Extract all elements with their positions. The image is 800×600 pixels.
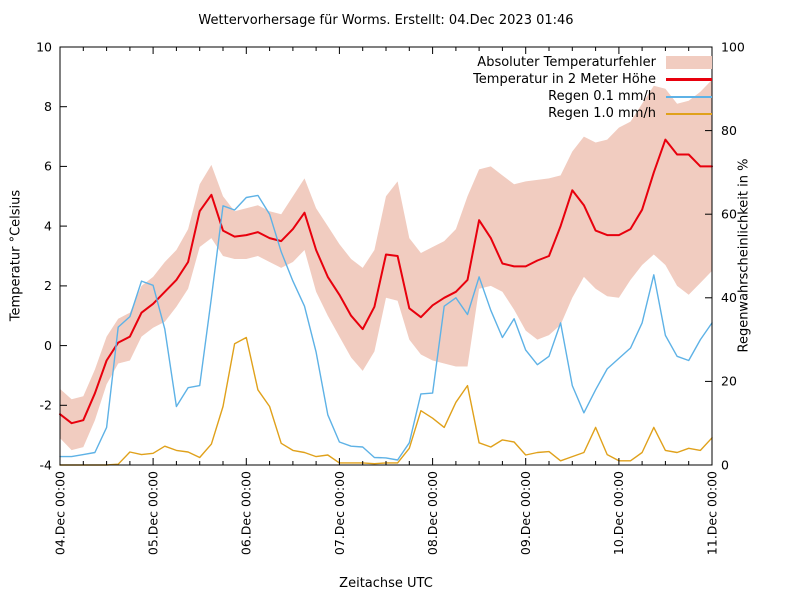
y-right-tick-label: 100 bbox=[721, 39, 745, 54]
x-tick-label: 04.Dec 00:00 bbox=[52, 471, 67, 555]
legend: Absoluter Temperaturfehler Temperatur in … bbox=[473, 54, 712, 122]
legend-item: Regen 1.0 mm/h bbox=[473, 105, 712, 122]
rain-01-line bbox=[59, 194, 713, 461]
y-left-tick-label: 8 bbox=[44, 99, 52, 114]
y-left-tick-label: -2 bbox=[40, 398, 52, 413]
y-right-tick-label: 40 bbox=[721, 290, 737, 305]
x-tick-label: 10.Dec 00:00 bbox=[611, 471, 626, 555]
y-left-tick-label: 10 bbox=[36, 39, 52, 54]
legend-item: Temperatur in 2 Meter Höhe bbox=[473, 71, 712, 88]
legend-line-swatch bbox=[666, 78, 712, 81]
y-axis-left-label: Temperatur °Celsius bbox=[8, 189, 24, 322]
y-left-tick-label: 2 bbox=[44, 278, 52, 293]
y-right-tick-label: 20 bbox=[721, 374, 737, 389]
x-axis-label: Zeitachse UTC bbox=[339, 576, 433, 591]
y-right-tick-label: 0 bbox=[721, 457, 729, 472]
x-tick-label: 06.Dec 00:00 bbox=[239, 471, 254, 555]
y-left-tick-label: 6 bbox=[44, 159, 52, 174]
legend-line-swatch bbox=[666, 112, 712, 115]
temperature-line bbox=[59, 138, 713, 425]
chart-title: Wettervorhersage für Worms. Erstellt: 04… bbox=[198, 13, 574, 28]
legend-item: Absoluter Temperaturfehler bbox=[473, 54, 712, 71]
y-left-tick-label: 0 bbox=[44, 338, 52, 353]
x-tick-label: 07.Dec 00:00 bbox=[332, 471, 347, 555]
y-right-tick-label: 80 bbox=[721, 123, 737, 138]
x-tick-label: 09.Dec 00:00 bbox=[518, 471, 533, 555]
y-right-tick-label: 60 bbox=[721, 207, 737, 222]
temperature-error-band bbox=[60, 79, 712, 451]
legend-line-swatch bbox=[666, 95, 712, 98]
legend-band-swatch bbox=[666, 56, 712, 69]
x-tick-label: 08.Dec 00:00 bbox=[425, 471, 440, 555]
legend-label: Absoluter Temperaturfehler bbox=[477, 55, 656, 70]
legend-label: Temperatur in 2 Meter Höhe bbox=[473, 72, 656, 87]
x-tick-label: 11.Dec 00:00 bbox=[704, 471, 719, 555]
y-axis-right-label: Regenwahrscheinlichkeit in % bbox=[736, 158, 752, 353]
y-left-tick-label: 4 bbox=[44, 218, 52, 233]
y-left-tick-label: -4 bbox=[40, 457, 53, 472]
x-tick-label: 05.Dec 00:00 bbox=[146, 471, 161, 555]
legend-label: Regen 0.1 mm/h bbox=[548, 89, 656, 104]
legend-label: Regen 1.0 mm/h bbox=[548, 106, 656, 121]
rain-10-line bbox=[59, 336, 713, 466]
legend-item: Regen 0.1 mm/h bbox=[473, 88, 712, 105]
